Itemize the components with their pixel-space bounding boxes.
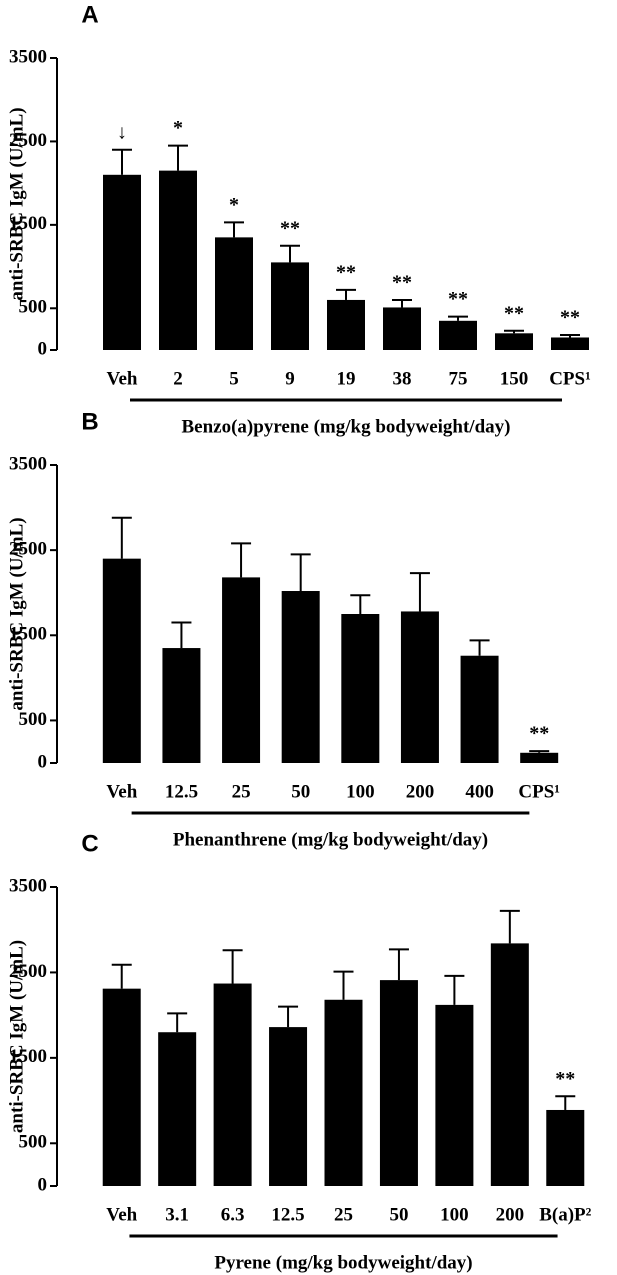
bar bbox=[435, 1004, 474, 1186]
y-tick-label: 3500 bbox=[9, 875, 47, 896]
bar bbox=[215, 237, 253, 350]
bar bbox=[102, 988, 141, 1186]
significance: ** bbox=[448, 288, 468, 310]
significance: ** bbox=[560, 307, 580, 329]
bar bbox=[213, 983, 252, 1186]
bar bbox=[379, 980, 418, 1186]
bar bbox=[495, 333, 533, 350]
x-tick-label: 6.3 bbox=[221, 1204, 245, 1225]
x-tick-label: 12.5 bbox=[165, 781, 198, 802]
bar bbox=[158, 1032, 197, 1186]
significance: ** bbox=[392, 272, 412, 294]
x-tick-label: 3.1 bbox=[165, 1204, 189, 1225]
bar bbox=[269, 1027, 308, 1186]
y-tick-label: 3500 bbox=[9, 46, 47, 67]
significance: ** bbox=[555, 1068, 575, 1090]
y-axis-title: anti-SRBC IgM (U/mL) bbox=[6, 940, 27, 1133]
panel-label: C bbox=[81, 830, 98, 857]
x-tick-label: Veh bbox=[106, 781, 137, 802]
x-tick-label: 2 bbox=[173, 368, 183, 389]
x-tick-label: 50 bbox=[389, 1204, 408, 1225]
x-tick-label: 75 bbox=[449, 368, 468, 389]
bar bbox=[102, 558, 141, 763]
y-tick-label: 2500 bbox=[9, 130, 47, 151]
x-tick-label: 400 bbox=[465, 781, 494, 802]
x-tick-label: 200 bbox=[406, 781, 435, 802]
significance: ** bbox=[336, 262, 356, 284]
significance: * bbox=[173, 117, 183, 139]
bar bbox=[222, 577, 261, 763]
x-tick-label: 25 bbox=[334, 1204, 353, 1225]
significance: ** bbox=[529, 723, 549, 745]
x-tick-label: 100 bbox=[346, 781, 375, 802]
x-tick-label: 100 bbox=[440, 1204, 469, 1225]
x-axis-title: Phenanthrene (mg/kg bodyweight/day) bbox=[173, 829, 488, 850]
x-tick-label: 9 bbox=[285, 368, 295, 389]
y-tick-label: 1500 bbox=[9, 213, 47, 234]
y-tick-label: 2500 bbox=[9, 539, 47, 560]
x-tick-label: CPS¹ bbox=[549, 368, 591, 389]
x-tick-label: 200 bbox=[496, 1204, 525, 1225]
x-tick-label: 25 bbox=[232, 781, 251, 802]
bar bbox=[162, 648, 201, 763]
panel-label: B bbox=[81, 408, 98, 435]
bar bbox=[271, 262, 309, 350]
y-axis-title: anti-SRBC IgM (U/mL) bbox=[6, 517, 27, 710]
significance: ** bbox=[504, 302, 524, 324]
bar bbox=[400, 611, 439, 763]
bar bbox=[327, 299, 365, 350]
y-tick-label: 0 bbox=[38, 1174, 48, 1195]
x-tick-label: 12.5 bbox=[271, 1204, 304, 1225]
significance: ↓ bbox=[117, 121, 127, 143]
y-axis-title: anti-SRBC IgM (U/mL) bbox=[6, 107, 27, 300]
y-tick-label: 500 bbox=[19, 1132, 48, 1153]
y-tick-label: 0 bbox=[38, 751, 48, 772]
bar bbox=[490, 943, 529, 1186]
y-tick-label: 3500 bbox=[9, 453, 47, 474]
bar bbox=[551, 337, 589, 350]
y-tick-label: 1500 bbox=[9, 1046, 47, 1067]
bar bbox=[439, 320, 477, 350]
bar bbox=[103, 174, 141, 350]
x-tick-label: 150 bbox=[500, 368, 529, 389]
x-tick-label: 50 bbox=[291, 781, 310, 802]
x-tick-label: Veh bbox=[106, 1204, 137, 1225]
y-tick-label: 0 bbox=[38, 338, 48, 359]
bar bbox=[159, 170, 197, 350]
bar bbox=[341, 614, 380, 763]
significance: ** bbox=[280, 217, 300, 239]
x-tick-label: CPS¹ bbox=[518, 781, 560, 802]
bar bbox=[460, 655, 499, 763]
panel-label: A bbox=[81, 1, 98, 28]
y-tick-label: 500 bbox=[19, 709, 48, 730]
x-axis-title: Pyrene (mg/kg bodyweight/day) bbox=[214, 1252, 472, 1273]
x-tick-label: 5 bbox=[229, 368, 239, 389]
y-tick-label: 500 bbox=[19, 297, 48, 318]
significance: * bbox=[229, 194, 239, 216]
x-axis-title: Benzo(a)pyrene (mg/kg bodyweight/day) bbox=[182, 416, 511, 437]
x-tick-label: Veh bbox=[107, 368, 138, 389]
bar bbox=[281, 591, 320, 763]
bar bbox=[383, 307, 421, 350]
x-tick-label: 38 bbox=[393, 368, 412, 389]
bar bbox=[546, 1109, 585, 1186]
bar bbox=[324, 999, 363, 1186]
y-tick-label: 1500 bbox=[9, 624, 47, 645]
y-tick-label: 2500 bbox=[9, 961, 47, 982]
bar bbox=[520, 752, 559, 763]
x-tick-label: 19 bbox=[337, 368, 356, 389]
x-tick-label: B(a)P² bbox=[539, 1204, 591, 1225]
